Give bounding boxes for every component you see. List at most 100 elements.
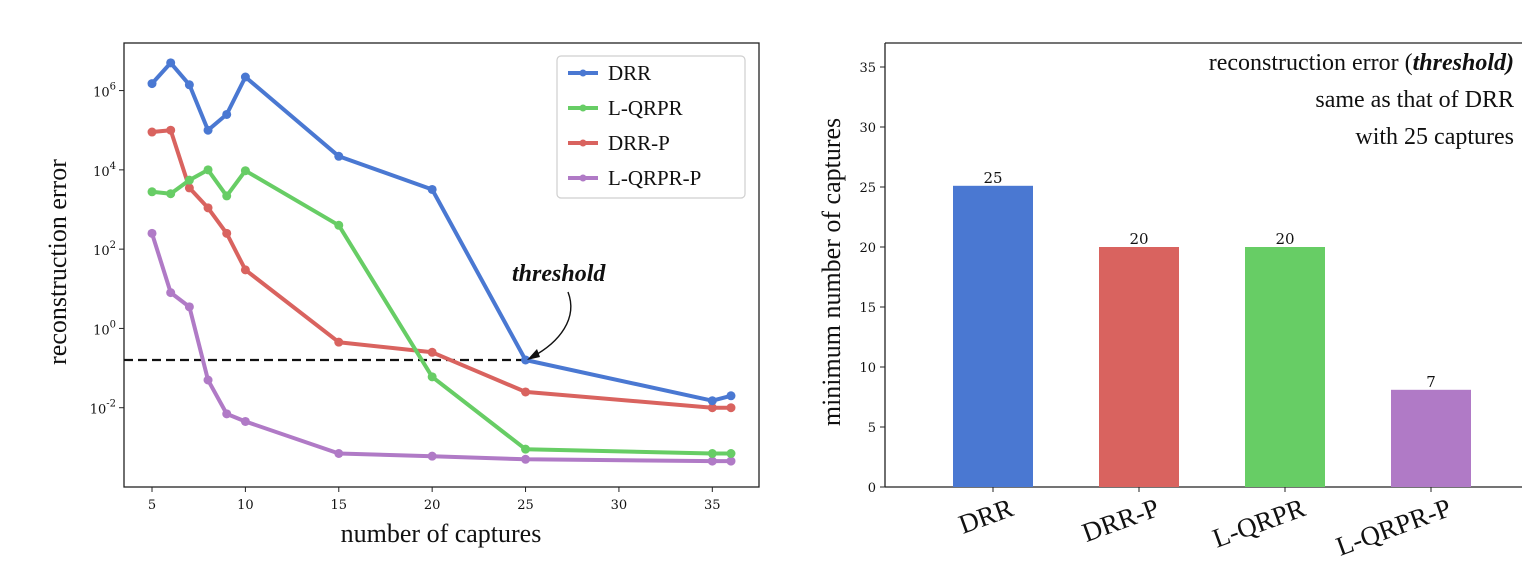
bar-drr <box>953 185 1033 488</box>
data-point-drr <box>427 184 437 194</box>
data-point-drr-p <box>166 125 176 135</box>
left-plot-frame <box>123 42 760 488</box>
data-point-l-qrpr-p <box>147 228 157 238</box>
category-label: L-QRPR-P <box>1332 492 1455 561</box>
bar-drr-p <box>1099 247 1179 487</box>
data-point-l-qrpr-p <box>726 456 736 466</box>
left-x-axis-label: number of captures <box>341 519 542 548</box>
left-x-tick-label: 20 <box>424 498 441 513</box>
data-point-l-qrpr <box>726 448 736 458</box>
data-point-drr <box>521 355 531 365</box>
data-point-l-qrpr <box>240 166 250 176</box>
data-point-drr-p <box>334 337 344 347</box>
data-point-l-qrpr-p <box>203 375 213 385</box>
data-point-drr-p <box>222 228 232 238</box>
bar-value-label: 20 <box>1275 230 1294 248</box>
data-point-l-qrpr-p <box>166 288 176 298</box>
data-point-drr <box>184 80 194 90</box>
data-point-drr-p <box>427 347 437 357</box>
series-line-l-qrpr-p <box>150 232 731 464</box>
threshold-annotation: threshold <box>512 261 606 287</box>
data-point-drr-p <box>184 183 194 193</box>
left-x-tick-label: 10 <box>237 498 254 513</box>
left-y-tick-label: 104 <box>93 161 116 180</box>
legend-marker <box>579 174 587 182</box>
data-point-drr-p <box>707 403 717 413</box>
data-point-l-qrpr <box>203 165 213 175</box>
left-x-tick-label: 25 <box>517 498 534 513</box>
data-point-drr-p <box>203 203 213 213</box>
category-label: DRR <box>955 492 1017 539</box>
category-label: L-QRPR <box>1209 492 1310 553</box>
data-point-drr <box>147 79 157 89</box>
data-point-drr-p <box>240 265 250 275</box>
bar-l-qrpr <box>1245 247 1325 487</box>
left-x-ticks: 5 10 15 20 25 30 35 <box>148 487 721 513</box>
note-line: reconstruction error (threshold) <box>1209 50 1514 76</box>
right-y-tick-label: 10 <box>859 361 876 376</box>
legend-label: L-QRPR-P <box>608 166 701 190</box>
data-point-l-qrpr <box>707 448 717 458</box>
data-point-l-qrpr <box>184 175 194 185</box>
data-point-drr-p <box>726 403 736 413</box>
legend-marker <box>579 139 587 147</box>
data-point-drr <box>707 396 717 406</box>
note-line: same as that of DRR <box>1315 87 1514 113</box>
data-point-l-qrpr-p <box>427 451 437 461</box>
left-y-tick-label: 100 <box>93 319 116 338</box>
data-point-drr <box>334 151 344 161</box>
bar-value-label: 25 <box>983 169 1002 187</box>
data-point-l-qrpr-p <box>184 302 194 312</box>
left-y-tick-label: 102 <box>93 240 116 259</box>
bar-value-label: 7 <box>1426 373 1436 391</box>
data-point-l-qrpr <box>334 220 344 230</box>
data-point-drr <box>726 391 736 401</box>
right-y-axis-label: minimum number of captures <box>817 118 846 426</box>
bars: 25 DRR 20 DRR-P 20 L-QRPR 7 L-QRPR-P <box>953 169 1471 562</box>
legend-label: DRR <box>608 61 651 85</box>
data-point-l-qrpr <box>166 189 176 199</box>
left-y-tick-label: 106 <box>93 82 116 101</box>
data-point-l-qrpr <box>222 191 232 201</box>
legend-label: L-QRPR <box>608 96 683 120</box>
right-y-tick-label: 15 <box>859 301 876 316</box>
right-y-tick-label: 20 <box>859 241 876 256</box>
bar-chart-minimum-captures: 0 5 10 15 20 25 30 35 25 DRR 20 DRR-P 20 L-QRPR 7 L-QR… <box>817 42 1522 562</box>
data-point-l-qrpr-p <box>707 456 717 466</box>
data-point-drr <box>166 58 176 68</box>
left-x-tick-label: 35 <box>704 498 721 513</box>
data-point-drr <box>240 72 250 82</box>
threshold-arrow <box>531 291 572 358</box>
data-point-drr <box>222 109 232 119</box>
legend-marker <box>579 104 587 112</box>
left-y-ticks: 106 104 102 100 10-2 <box>90 82 124 418</box>
data-point-l-qrpr-p <box>521 454 531 464</box>
right-y-tick-label: 30 <box>859 121 876 136</box>
bar-l-qrpr-p <box>1391 389 1471 487</box>
left-x-tick-label: 15 <box>331 498 348 513</box>
data-point-drr <box>203 125 213 135</box>
bar-value-label: 20 <box>1129 230 1148 248</box>
left-y-axis-label: reconstruction error <box>43 159 72 365</box>
right-y-tick-label: 0 <box>868 481 876 496</box>
legend: DRR L-QRPR DRR-P L-QRPR-P <box>556 55 746 199</box>
legend-marker <box>579 69 587 77</box>
left-x-tick-label: 5 <box>148 498 156 513</box>
data-point-l-qrpr <box>147 187 157 197</box>
right-y-ticks: 0 5 10 15 20 25 30 35 <box>859 61 885 496</box>
right-y-tick-label: 35 <box>859 61 876 76</box>
category-label: DRR-P <box>1078 492 1163 547</box>
threshold-arrowhead <box>527 349 540 360</box>
data-point-l-qrpr-p <box>222 409 232 419</box>
data-point-l-qrpr-p <box>240 416 250 426</box>
legend-label: DRR-P <box>608 131 670 155</box>
data-point-l-qrpr-p <box>334 448 344 458</box>
line-chart-reconstruction-error: 5 10 15 20 25 30 35 106 104 102 100 10-2 threshold… <box>43 42 760 548</box>
right-y-tick-label: 5 <box>868 421 876 436</box>
left-y-tick-label: 10-2 <box>90 399 116 418</box>
data-point-l-qrpr <box>427 372 437 382</box>
left-series-lines <box>147 58 736 466</box>
data-point-drr-p <box>147 127 157 137</box>
legend-box <box>556 55 746 199</box>
